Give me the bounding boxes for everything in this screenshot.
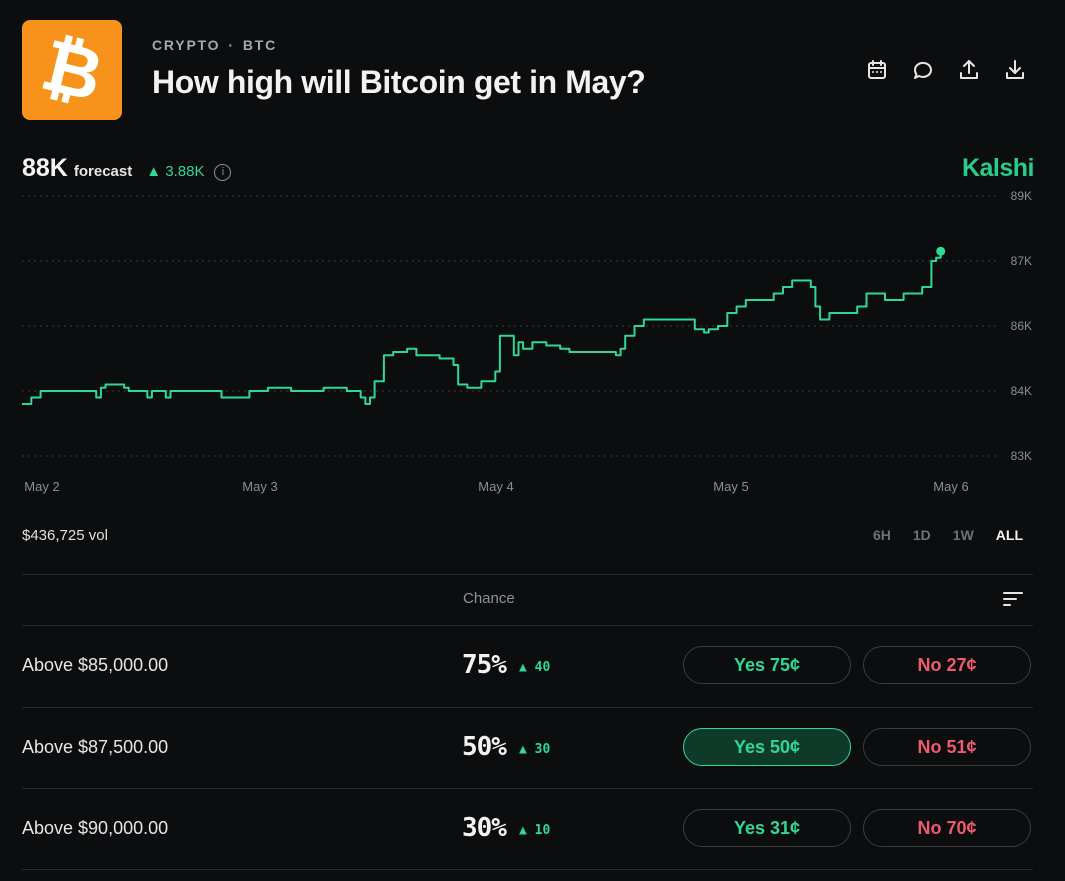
market-name[interactable]: Above $90,000.00	[22, 818, 169, 838]
y-tick-label: 84K	[1011, 384, 1032, 398]
yes-button[interactable]: Yes 75¢	[683, 646, 851, 684]
calendar-icon[interactable]	[865, 58, 889, 82]
chance-delta: ▲ 10	[519, 823, 551, 838]
chance-value: 75%	[462, 650, 507, 680]
download-icon[interactable]	[1003, 58, 1027, 82]
kalshi-brand[interactable]: Kalshi	[961, 154, 1035, 182]
y-tick-label: 87K	[1011, 254, 1032, 268]
forecast-summary: 88K forecast ▲ 3.88K i	[22, 154, 232, 183]
x-tick-label: May 3	[242, 479, 277, 494]
x-tick-label: May 2	[24, 479, 59, 494]
x-tick-label: May 6	[933, 479, 968, 494]
x-tick-label: May 4	[478, 479, 513, 494]
chance-delta: ▲ 30	[519, 742, 551, 757]
y-tick-label: 86K	[1011, 319, 1032, 333]
info-icon[interactable]: i	[214, 163, 232, 181]
header-actions	[865, 58, 1027, 82]
range-1d[interactable]: 1D	[912, 527, 931, 543]
divider	[22, 574, 1033, 575]
divider	[22, 707, 1033, 708]
no-button[interactable]: No 27¢	[863, 646, 1031, 684]
x-tick-label: May 5	[713, 479, 748, 494]
bitcoin-logo: ₿	[22, 20, 122, 120]
divider	[22, 869, 1033, 870]
comment-icon[interactable]	[911, 58, 935, 82]
market-name[interactable]: Above $85,000.00	[22, 655, 169, 675]
table-row: Above $90,000.00 30% ▲ 10 Yes 31¢ No 70¢	[22, 789, 1033, 870]
bitcoin-icon: ₿	[33, 22, 111, 118]
no-button[interactable]: No 51¢	[863, 728, 1031, 766]
y-tick-label: 83K	[1011, 449, 1032, 463]
range-6h[interactable]: 6H	[872, 527, 891, 543]
forecast-change: ▲ 3.88K	[146, 163, 205, 180]
divider	[22, 625, 1033, 626]
yes-button[interactable]: Yes 31¢	[683, 809, 851, 847]
forecast-label: forecast	[73, 163, 133, 180]
column-header-chance: Chance	[463, 590, 515, 607]
table-row: Above $85,000.00 75% ▲ 40 Yes 75¢ No 27¢	[22, 626, 1033, 707]
yes-button[interactable]: Yes 50¢	[683, 728, 851, 766]
market-name[interactable]: Above $87,500.00	[22, 737, 169, 757]
series-line	[22, 251, 942, 405]
share-icon[interactable]	[957, 58, 981, 82]
y-tick-label: 89K	[1011, 189, 1032, 203]
chance-delta: ▲ 40	[519, 660, 551, 675]
volume-label: $436,725 vol	[22, 527, 108, 544]
range-all[interactable]: ALL	[995, 527, 1023, 543]
table-row: Above $87,500.00 50% ▲ 30 Yes 50¢ No 51¢	[22, 708, 1033, 789]
range-selector: 6H 1D 1W ALL	[851, 527, 1023, 543]
page-title: How high will Bitcoin get in May?	[152, 64, 646, 100]
chance-value: 30%	[462, 813, 507, 843]
range-1w[interactable]: 1W	[952, 527, 974, 543]
sort-icon[interactable]	[1003, 592, 1023, 608]
chance-value: 50%	[462, 732, 507, 762]
no-button[interactable]: No 70¢	[863, 809, 1031, 847]
ticker-label[interactable]: BTC	[242, 37, 278, 53]
last-point-marker	[936, 246, 946, 256]
forecast-value: 88K	[22, 154, 68, 182]
category-label[interactable]: CRYPTO	[152, 37, 221, 53]
category-breadcrumb: CRYPTO · BTC	[152, 37, 278, 53]
price-chart[interactable]: 89K 87K 86K 84K 83K May 2 May 3 May 4 May 5 May 6	[0, 180, 1065, 510]
divider	[22, 788, 1033, 789]
